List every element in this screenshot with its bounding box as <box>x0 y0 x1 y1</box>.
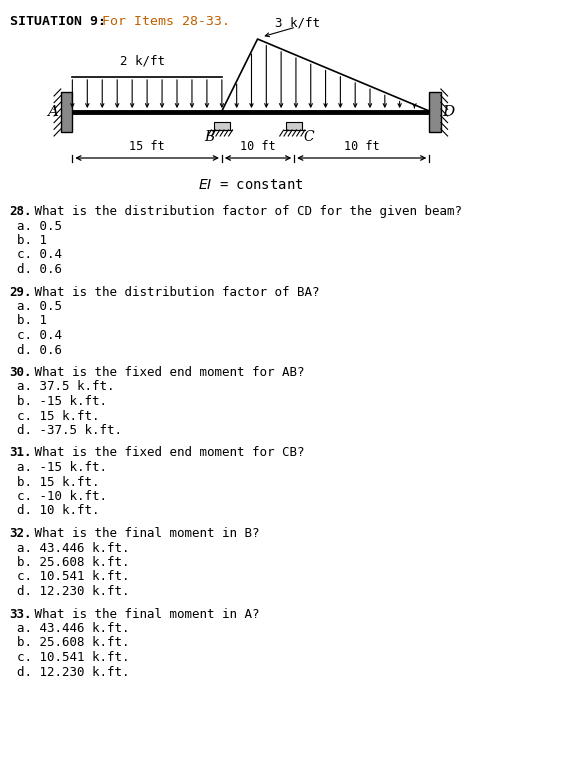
Text: 33.: 33. <box>10 607 32 620</box>
Text: What is the distribution factor of BA?: What is the distribution factor of BA? <box>28 285 320 298</box>
Text: b. 25.608 k.ft.: b. 25.608 k.ft. <box>17 556 130 569</box>
Text: B: B <box>204 130 214 144</box>
Text: c. 10.541 k.ft.: c. 10.541 k.ft. <box>17 571 130 584</box>
Text: For Items 28-33.: For Items 28-33. <box>102 15 230 28</box>
Text: b. 25.608 k.ft.: b. 25.608 k.ft. <box>17 636 130 649</box>
Text: D: D <box>442 105 455 119</box>
Text: b. 1: b. 1 <box>17 234 47 247</box>
Text: b. -15 k.ft.: b. -15 k.ft. <box>17 395 107 408</box>
Text: d. 0.6: d. 0.6 <box>17 263 63 276</box>
Text: d. 12.230 k.ft.: d. 12.230 k.ft. <box>17 666 130 679</box>
Text: b. 15 k.ft.: b. 15 k.ft. <box>17 476 100 489</box>
Text: C: C <box>303 130 314 144</box>
Bar <box>429 92 441 132</box>
Text: What is the fixed end moment for CB?: What is the fixed end moment for CB? <box>28 447 305 460</box>
Text: 10 ft: 10 ft <box>240 140 276 153</box>
Text: d. -37.5 k.ft.: d. -37.5 k.ft. <box>17 424 122 437</box>
Bar <box>61 92 72 132</box>
Text: 10 ft: 10 ft <box>344 140 380 153</box>
Text: d. 10 k.ft.: d. 10 k.ft. <box>17 505 100 517</box>
Text: A: A <box>47 105 59 119</box>
Text: c. 10.541 k.ft.: c. 10.541 k.ft. <box>17 651 130 664</box>
Text: c. -10 k.ft.: c. -10 k.ft. <box>17 490 107 503</box>
Text: d. 0.6: d. 0.6 <box>17 343 63 356</box>
Text: 28.: 28. <box>10 205 32 218</box>
Text: c. 0.4: c. 0.4 <box>17 249 63 262</box>
Text: a. 0.5: a. 0.5 <box>17 300 63 313</box>
Text: What is the final moment in B?: What is the final moment in B? <box>28 527 260 540</box>
Text: What is the fixed end moment for AB?: What is the fixed end moment for AB? <box>28 366 305 379</box>
Text: a. 43.446 k.ft.: a. 43.446 k.ft. <box>17 542 130 555</box>
Text: b. 1: b. 1 <box>17 314 47 327</box>
Text: What is the distribution factor of CD for the given beam?: What is the distribution factor of CD fo… <box>28 205 462 218</box>
Text: a. -15 k.ft.: a. -15 k.ft. <box>17 461 107 474</box>
Text: 3 k/ft: 3 k/ft <box>275 16 320 29</box>
Text: a. 43.446 k.ft.: a. 43.446 k.ft. <box>17 622 130 635</box>
Bar <box>214 122 230 130</box>
Text: 29.: 29. <box>10 285 32 298</box>
Text: a. 0.5: a. 0.5 <box>17 219 63 233</box>
Text: 31.: 31. <box>10 447 32 460</box>
Text: SITUATION 9:: SITUATION 9: <box>10 15 105 28</box>
Text: $EI$ = constant: $EI$ = constant <box>198 178 303 192</box>
Text: What is the final moment in A?: What is the final moment in A? <box>28 607 260 620</box>
Text: 15 ft: 15 ft <box>129 140 165 153</box>
Text: 2 k/ft: 2 k/ft <box>120 54 165 67</box>
Text: 32.: 32. <box>10 527 32 540</box>
Text: a. 37.5 k.ft.: a. 37.5 k.ft. <box>17 380 115 393</box>
Text: c. 15 k.ft.: c. 15 k.ft. <box>17 409 100 422</box>
Text: d. 12.230 k.ft.: d. 12.230 k.ft. <box>17 585 130 598</box>
Text: c. 0.4: c. 0.4 <box>17 329 63 342</box>
Text: 30.: 30. <box>10 366 32 379</box>
Bar <box>287 122 302 130</box>
